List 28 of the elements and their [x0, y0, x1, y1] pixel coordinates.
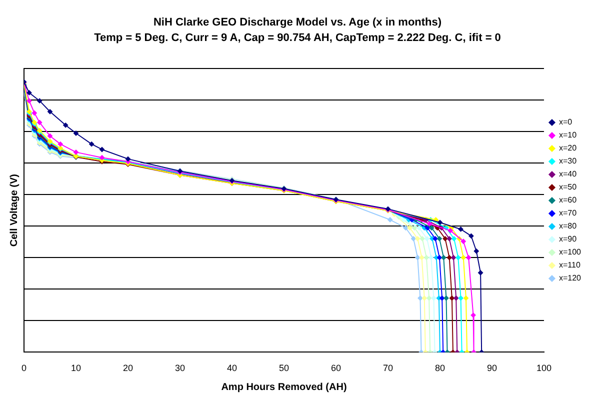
- legend-label: x=120: [558, 274, 582, 283]
- legend-label: x=90: [558, 234, 578, 244]
- x-tick-label: 10: [70, 363, 82, 374]
- x-tick-label: 0: [21, 363, 27, 374]
- legend-label: x=30: [558, 156, 578, 166]
- chart-title: NiH Clarke GEO Discharge Model vs. Age (x in months): [153, 16, 442, 29]
- legend-label: x=100: [558, 248, 582, 257]
- legend-label: x=70: [558, 208, 578, 218]
- chart-subtitle: Temp = 5 Deg. C, Curr = 9 A, Cap = 90.754 AH, CapTemp = 2.222 Deg. C, ifit = 0: [94, 32, 501, 44]
- x-axis-title: Amp Hours Removed (AH): [221, 382, 347, 393]
- x-tick-label: 90: [486, 363, 497, 374]
- legend-label: x=110: [558, 260, 581, 270]
- x-tick-label: 70: [382, 363, 393, 374]
- x-tick-label: 80: [434, 363, 445, 374]
- x-tick-label: 100: [536, 363, 552, 374]
- x-tick-label: 40: [226, 363, 237, 374]
- x-tick-label: 60: [330, 363, 341, 374]
- legend-label: x=60: [558, 196, 578, 205]
- legend-label: x=20: [558, 144, 578, 153]
- y-axis-title: Cell Voltage (V): [8, 174, 20, 247]
- legend-label: x=50: [558, 182, 578, 192]
- legend-label: x=80: [558, 222, 578, 231]
- legend-label: x=40: [558, 170, 578, 179]
- legend-label: x=10: [558, 130, 578, 140]
- legend-label: x=0: [558, 118, 573, 127]
- x-tick-label: 50: [278, 363, 289, 374]
- x-tick-label: 20: [122, 363, 134, 374]
- x-tick-label: 30: [174, 363, 185, 374]
